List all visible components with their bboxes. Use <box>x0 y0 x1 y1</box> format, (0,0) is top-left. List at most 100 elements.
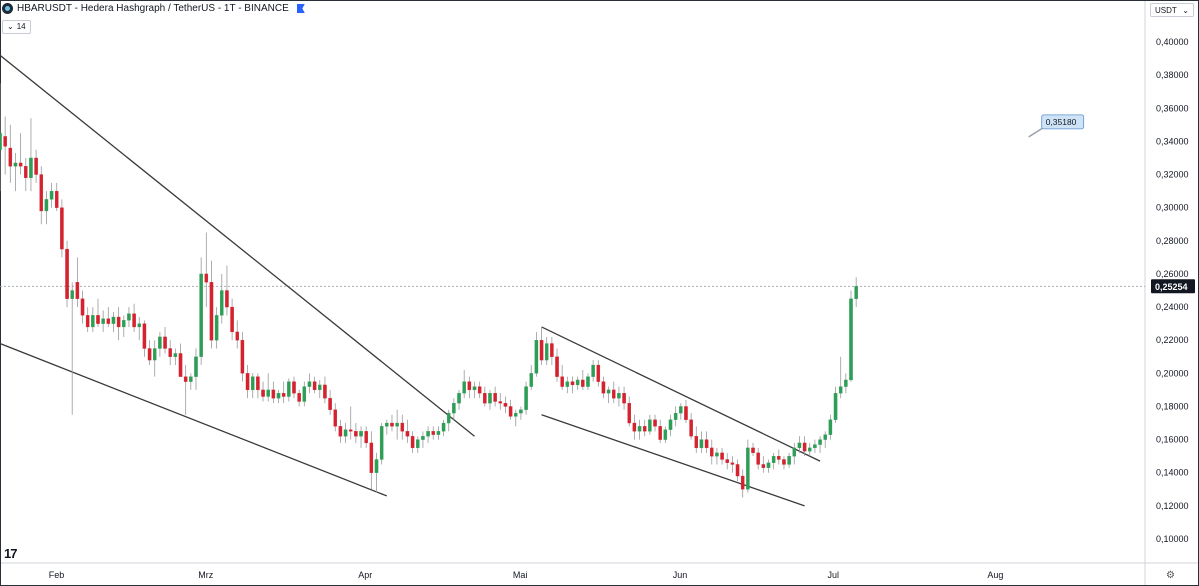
candle-body <box>147 348 152 361</box>
candle-body <box>173 353 178 357</box>
flag-icon[interactable] <box>296 4 305 13</box>
candle-body <box>756 452 760 465</box>
candle-body <box>818 439 822 445</box>
candle-body <box>127 313 131 321</box>
candle-body <box>13 162 18 167</box>
y-tick-label: 0,32000 <box>1156 170 1189 180</box>
candle-body <box>720 452 724 460</box>
candle-body <box>637 426 642 432</box>
candle-body <box>782 459 786 465</box>
indicator-toggle[interactable]: ⌄ 14 <box>2 20 31 34</box>
candle-body <box>642 426 647 432</box>
hedera-coin-icon <box>2 3 13 14</box>
candle-body <box>570 381 575 386</box>
candle-body <box>405 431 410 437</box>
upper-trendline-1 <box>0 54 475 437</box>
x-tick-label: Feb <box>49 570 65 580</box>
candle-body <box>477 386 482 394</box>
candle-body <box>60 207 64 250</box>
candle-body <box>0 132 2 150</box>
candle-body <box>158 336 162 349</box>
candle-body <box>550 343 554 357</box>
candle-body <box>668 419 673 430</box>
candle-body <box>761 464 766 468</box>
candle-body <box>44 199 49 212</box>
candle-body <box>813 444 817 449</box>
chevron-down-icon: ⌄ <box>7 22 14 31</box>
y-tick-label: 0,28000 <box>1156 236 1189 246</box>
candle-body <box>617 393 621 399</box>
candle-body <box>632 422 637 432</box>
candle-body <box>152 348 157 361</box>
chevron-down-icon: ⌄ <box>1182 6 1189 15</box>
candle-body <box>699 439 704 449</box>
candle-body <box>390 422 394 427</box>
candle-body <box>467 381 472 391</box>
candle-body <box>178 353 183 377</box>
candle-body <box>348 429 353 432</box>
candle-body <box>591 364 595 377</box>
candle-body <box>802 442 807 452</box>
candle-body <box>168 348 172 357</box>
candle-body <box>204 273 209 283</box>
candle-body <box>400 422 405 432</box>
candle-body <box>8 147 13 167</box>
candle-body <box>710 447 714 457</box>
candle-body <box>421 436 425 440</box>
candle-body <box>462 381 466 394</box>
lower-trendline-2 <box>541 414 805 507</box>
candle-body <box>297 393 301 402</box>
candle-body <box>65 248 69 299</box>
candle-body <box>302 386 307 402</box>
candle-body <box>343 429 348 437</box>
settings-icon[interactable]: ⚙ <box>1166 570 1175 581</box>
candle-body <box>142 323 147 349</box>
symbol-title[interactable]: HBARUSDT - Hedera Hashgraph / TetherUS -… <box>17 3 289 14</box>
y-tick-label: 0,38000 <box>1156 70 1189 80</box>
candle-body <box>823 434 827 440</box>
candle-body <box>436 431 441 435</box>
candle-body <box>416 439 420 449</box>
candle-body <box>658 426 662 440</box>
last-price-label: 0,25254 <box>1155 282 1188 292</box>
candle-body <box>29 157 33 178</box>
currency-select[interactable]: USDT ⌄ <box>1150 3 1194 17</box>
candle-body <box>792 447 797 457</box>
candle-body <box>431 431 435 435</box>
candle-body <box>833 393 838 420</box>
candle-body <box>648 419 652 432</box>
candle-body <box>49 190 54 200</box>
lower-trendline-1 <box>0 342 388 497</box>
candle-body <box>452 403 456 414</box>
candle-body <box>560 376 564 387</box>
candle-body <box>18 162 23 167</box>
candle-body <box>565 381 570 387</box>
x-tick-label: Apr <box>358 570 372 580</box>
candle-body <box>70 290 74 299</box>
candle-body <box>746 447 750 490</box>
candle-body <box>271 389 276 399</box>
y-tick-label: 0,12000 <box>1156 501 1189 511</box>
candle-body <box>106 318 111 324</box>
candle-body <box>730 462 735 465</box>
candle-body <box>777 456 781 460</box>
currency-label: USDT <box>1155 6 1177 15</box>
candle-body <box>307 381 312 387</box>
candle-body <box>137 323 142 328</box>
candle-body <box>54 190 59 208</box>
y-tick-label: 0,14000 <box>1156 468 1189 478</box>
candle-body <box>39 174 44 212</box>
candle-body <box>514 412 518 417</box>
candle-body <box>116 316 121 328</box>
candle-body <box>379 426 384 460</box>
candle-body <box>80 298 85 316</box>
candle-body <box>194 356 198 377</box>
tradingview-logo[interactable]: 17 <box>4 546 18 561</box>
annotation-label: 0,35180 <box>1046 117 1077 127</box>
candle-body <box>230 306 234 333</box>
candle-body <box>426 431 430 437</box>
candle-body <box>808 447 812 452</box>
y-tick-label: 0,40000 <box>1156 37 1189 47</box>
candle-body <box>663 429 668 440</box>
